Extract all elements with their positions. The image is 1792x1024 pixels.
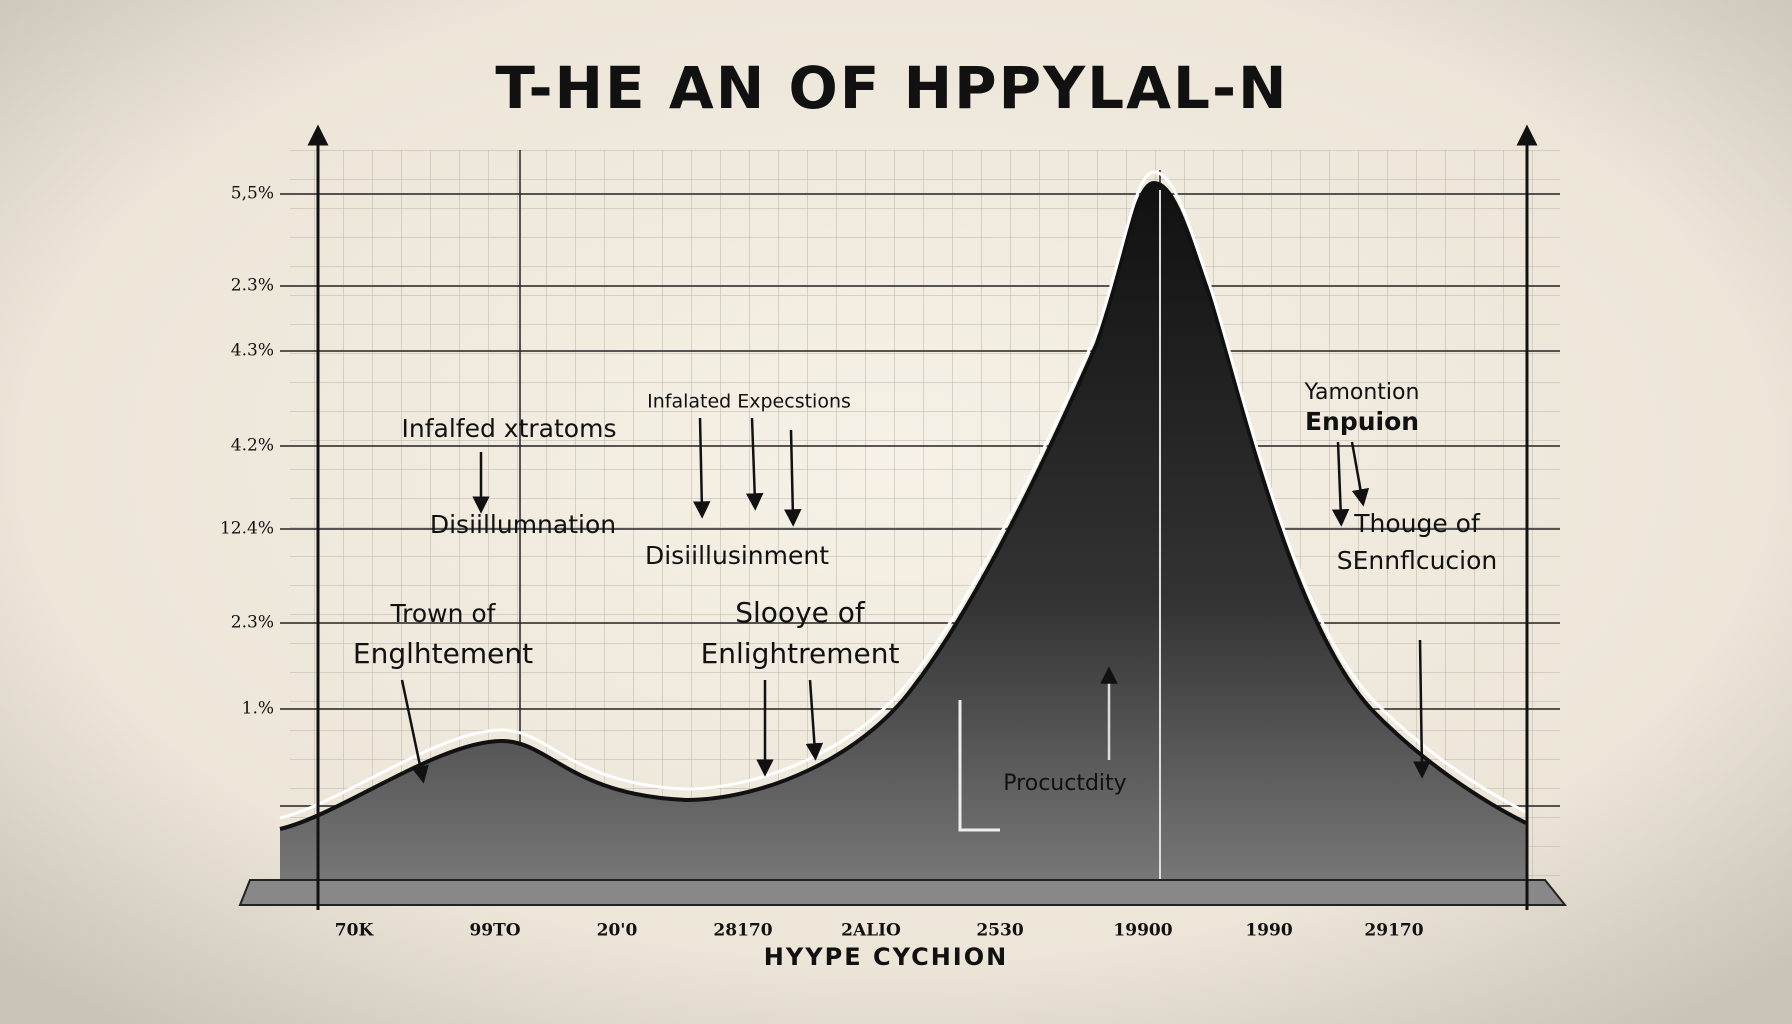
annotation: Slooye of <box>735 596 866 629</box>
arrow <box>1350 441 1370 507</box>
x-label: 19900 <box>1113 921 1172 941</box>
annotation: Enlightrement <box>701 637 900 670</box>
annotation: Infalated Expecstions <box>647 391 851 413</box>
y-label: 1.% <box>242 699 274 719</box>
y-label: 12.4% <box>220 519 274 539</box>
y-labels: 5,5% 2.3% 4.3% 4.2% 12.4% 2.3% 1.% <box>220 184 274 719</box>
y-label: 2.3% <box>231 276 274 296</box>
y-label: 4.2% <box>231 436 274 456</box>
arrow <box>745 417 764 511</box>
x-label: 70K <box>335 921 375 941</box>
hype-curve-area <box>280 183 1526 880</box>
title: T-HE AN OF HPPYLAL-N <box>495 54 1288 122</box>
hype-curve <box>279 180 1527 831</box>
y-label: 5,5% <box>231 184 274 204</box>
annotation: Enpuion <box>1305 407 1419 436</box>
arrow <box>784 429 802 527</box>
arrow <box>805 679 824 761</box>
arrow <box>693 417 711 519</box>
x-label: 99TO <box>469 921 520 941</box>
x-axis-title: HYYPE CYCHION <box>764 943 1008 971</box>
annotation: Thouge of <box>1353 509 1481 538</box>
y-label: 4.3% <box>231 341 274 361</box>
x-label: 20'0 <box>597 921 638 941</box>
arrow <box>400 679 429 784</box>
annotation: Infalfed xtratoms <box>402 414 617 443</box>
x-label: 28170 <box>713 921 772 941</box>
x-label: 2530 <box>976 921 1023 941</box>
annotation: Trown of <box>390 599 497 628</box>
annotation: Procuctdity <box>1003 771 1126 796</box>
x-label: 29170 <box>1364 921 1423 941</box>
arrow <box>1331 441 1350 527</box>
annotation: Disiillusinment <box>645 541 829 570</box>
curve-highlight <box>279 170 1527 820</box>
annotation: Yamontion <box>1304 380 1420 405</box>
annotations: Infalfed xtratoms Infalated Expecstions … <box>353 380 1497 796</box>
bracket <box>958 700 1000 832</box>
x-label: 2ALIO <box>841 921 901 941</box>
y-label: 2.3% <box>231 613 274 633</box>
annotation: Englhtement <box>353 637 533 670</box>
x-label: 1990 <box>1245 921 1292 941</box>
annotation: Disiillumnation <box>430 510 616 539</box>
arrow <box>1413 639 1431 779</box>
base-platform <box>238 879 1568 906</box>
x-labels: 70K 99TO 20'0 28170 2ALIO 2530 19900 199… <box>335 921 1424 941</box>
annotation: SEnnflcucion <box>1337 546 1498 575</box>
arrows <box>400 417 1431 784</box>
